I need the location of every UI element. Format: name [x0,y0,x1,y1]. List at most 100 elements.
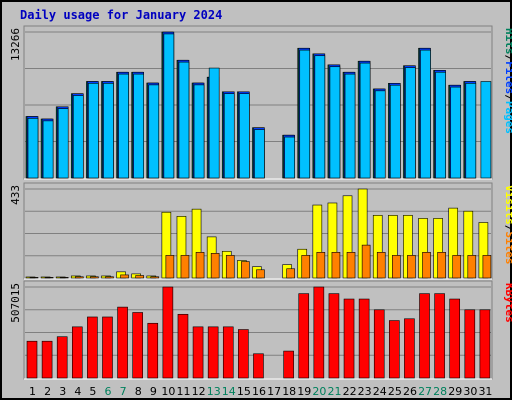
bar-kbytes [343,298,355,379]
x-tick-label: 4 [74,385,81,398]
bar-pages [359,62,371,179]
x-tick-label: 7 [120,385,127,398]
bar-kbytes [117,306,128,379]
bar-pages [193,84,205,179]
bar-pages [480,81,492,179]
legend-entry: KBytes [503,283,512,323]
bar-kbytes [373,309,385,379]
bar-pages [465,83,477,179]
bar-sites [29,277,39,279]
bar-sites [422,252,431,279]
bar-kbytes [177,313,189,379]
bar-pages [435,71,446,179]
bar-kbytes [238,329,249,379]
bar-sites [180,255,190,279]
bar-pages [344,73,356,179]
panel-legend: Visits/Sites [503,185,512,265]
bar-kbytes [207,326,219,379]
legend-entry: Hits [503,28,512,55]
bar-kbytes [87,316,98,379]
bar-sites [105,276,114,279]
bar-pages [88,83,99,179]
bar-kbytes [464,309,476,379]
x-tick-label: 26 [403,385,417,398]
bar-sites [376,252,386,279]
legend-entry: / [503,225,512,232]
panel-legend: Hits/Files/Pages [503,28,512,134]
x-tick-label: 27 [418,385,432,398]
bar-pages [57,108,69,179]
bar-pages [133,73,144,179]
bar-sites [59,277,69,279]
bar-pages [450,86,462,179]
y-max-label: 507015 [9,283,22,323]
bar-kbytes [313,286,325,379]
bar-sites [210,253,220,279]
x-tick-label: 9 [150,385,157,398]
x-tick-label: 31 [478,385,492,398]
bar-sites [346,252,356,279]
x-tick-label: 13 [207,385,221,398]
x-tick-label: 22 [343,385,357,398]
bar-pages [254,129,265,179]
bar-kbytes [419,293,430,379]
panel-visits-sites: 433 Visits/Sites [9,182,512,280]
bar-pages [223,93,235,179]
x-tick-label: 15 [237,385,251,398]
x-tick-label: 6 [105,385,112,398]
bar-kbytes [26,340,38,379]
bar-sites [44,277,54,279]
bar-kbytes [479,309,491,379]
bar-kbytes [102,316,113,379]
legend-entry: Files [503,61,512,94]
bar-kbytes [389,320,400,379]
legend-entry: / [503,94,512,101]
x-tick-label: 25 [388,385,402,398]
bar-sites [407,255,416,279]
bar-pages [42,120,54,179]
bar-sites [120,274,129,279]
x-tick-label: 16 [252,385,266,398]
bar-pages [284,136,295,179]
bar-sites [135,275,144,279]
bar-sites [392,255,401,279]
bar-kbytes [56,336,68,379]
bar-sites [90,276,99,279]
bar-kbytes [192,326,204,379]
bar-pages [72,95,84,179]
bar-kbytes [222,326,234,379]
legend-entry: Pages [503,101,512,134]
bar-pages [374,90,386,179]
bar-sites [361,244,371,279]
bar-kbytes [41,340,53,379]
bar-sites [241,261,250,279]
bar-pages [314,55,326,179]
bar-sites [286,268,295,279]
x-tick-label: 8 [135,385,142,398]
x-tick-label: 24 [373,385,387,398]
bar-kbytes [434,293,445,379]
bar-sites [165,255,175,279]
x-tick-label: 12 [192,385,206,398]
bar-sites [74,276,84,279]
bar-kbytes [298,293,310,379]
bar-kbytes [132,312,143,379]
legend-entry: / [503,55,512,62]
x-tick-label: 20 [312,385,326,398]
x-tick-label: 23 [358,385,372,398]
x-tick-label: 14 [222,385,236,398]
x-tick-label: 19 [297,385,311,398]
bar-pages [27,118,39,179]
bar-pages [329,66,341,179]
x-tick-label: 29 [448,385,462,398]
bar-pages [103,83,114,179]
x-tick-label: 2 [44,385,51,398]
x-tick-label: 3 [59,385,66,398]
bar-kbytes [404,318,415,379]
panel-legend: KBytes [503,283,512,323]
bar-kbytes [449,298,461,379]
bar-pages [239,93,250,179]
